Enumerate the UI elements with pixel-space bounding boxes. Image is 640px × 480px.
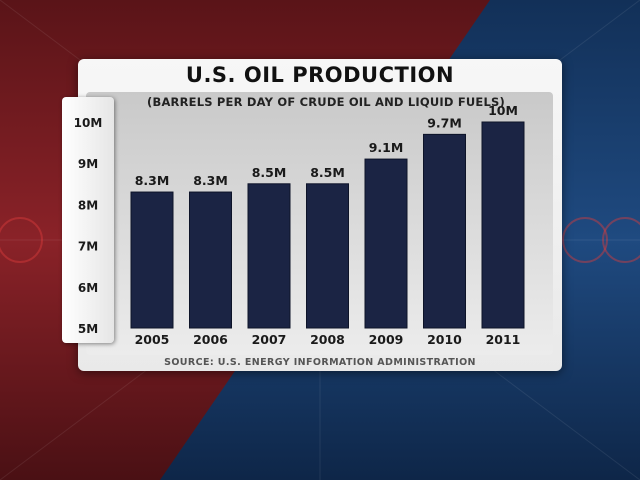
x-tick-label: 2008 — [310, 332, 345, 347]
data-label: 8.5M — [252, 165, 287, 180]
bar — [247, 183, 291, 329]
chart-subtitle: (BARRELS PER DAY OF CRUDE OIL AND LIQUID… — [147, 95, 505, 109]
data-label: 10M — [488, 103, 518, 118]
data-label: 8.3M — [135, 173, 170, 188]
bar — [423, 133, 466, 329]
y-tick-label: 6M — [78, 281, 98, 295]
bar — [189, 191, 232, 329]
data-label: 8.3M — [193, 173, 228, 188]
y-axis-panel — [62, 97, 114, 343]
bar — [481, 121, 525, 329]
bar — [364, 158, 408, 329]
x-tick-label: 2005 — [135, 332, 170, 347]
y-tick-label: 10M — [74, 116, 103, 130]
data-label: 9.1M — [369, 140, 404, 155]
source-note: SOURCE: U.S. ENERGY INFORMATION ADMINIST… — [164, 357, 476, 368]
x-tick-label: 2006 — [193, 332, 228, 347]
bar — [130, 191, 174, 329]
x-tick-label: 2007 — [252, 332, 287, 347]
x-tick-label: 2011 — [486, 332, 521, 347]
x-tick-label: 2010 — [427, 332, 462, 347]
data-label: 9.7M — [427, 115, 462, 130]
x-tick-label: 2009 — [369, 332, 404, 347]
data-label: 8.5M — [310, 165, 345, 180]
y-tick-label: 9M — [78, 157, 98, 171]
y-tick-label: 5M — [78, 322, 98, 336]
y-tick-label: 8M — [78, 198, 98, 212]
bar — [306, 183, 349, 329]
chart-title: U.S. OIL PRODUCTION — [185, 63, 455, 87]
y-tick-label: 7M — [78, 240, 98, 254]
